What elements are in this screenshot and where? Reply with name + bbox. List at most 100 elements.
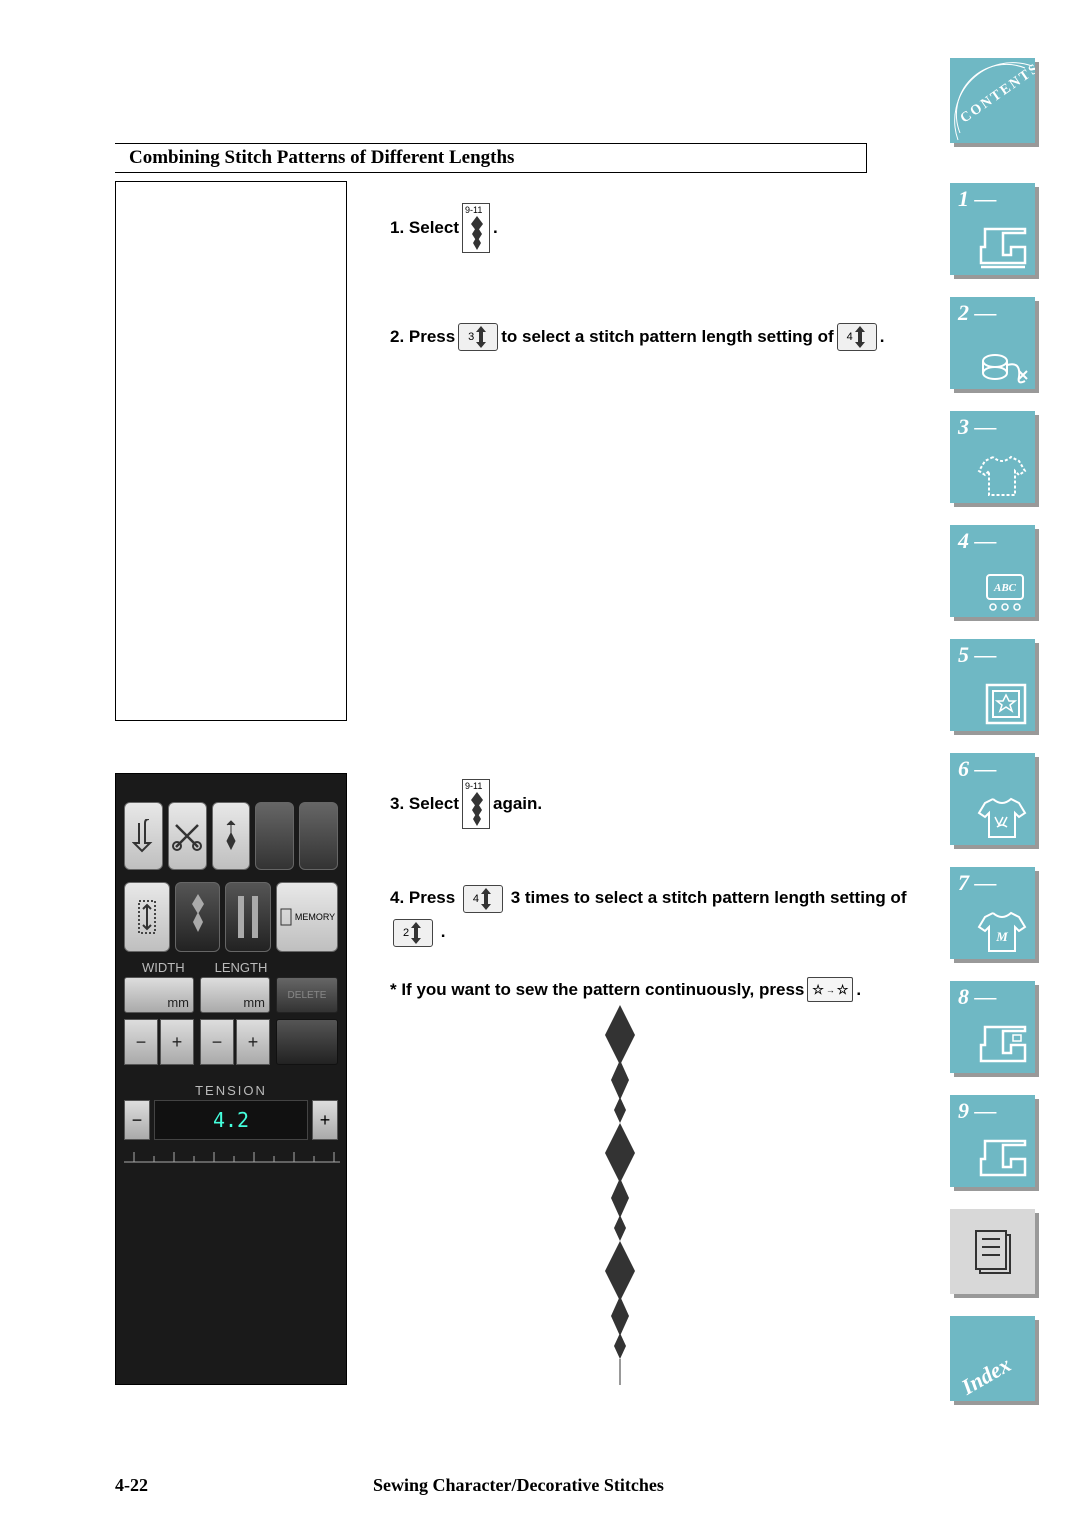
svg-text:M: M <box>995 929 1008 944</box>
updown-arrow-icon <box>479 888 493 910</box>
lcd-ls-button[interactable] <box>276 1019 338 1065</box>
stitch-pattern-icon: 9-11 <box>462 779 490 829</box>
step1-text-prefix: 1. Select <box>390 218 459 238</box>
nav-number: 7 — <box>958 870 997 896</box>
pages-icon <box>970 1227 1016 1277</box>
nav-chapter-7-button[interactable]: 7 — M <box>950 867 1035 959</box>
length-setting-4-button: 4 <box>837 323 877 351</box>
machine-program-icon <box>977 1025 1029 1069</box>
lcd-size-button[interactable] <box>124 882 170 952</box>
step1-text-suffix: . <box>493 218 498 238</box>
section-title: Combining Stitch Patterns of Different L… <box>115 143 867 173</box>
nav-chapter-4-button[interactable]: 4 — ABC <box>950 525 1035 617</box>
scissors-icon <box>172 821 202 851</box>
pattern-dark-icon-2 <box>235 892 261 942</box>
lcd-scissors-button[interactable] <box>168 802 207 870</box>
updown-arrow-icon <box>474 326 488 348</box>
chapter-title: Sewing Character/Decorative Stitches <box>373 1475 664 1496</box>
tension-row: − 4.2 + <box>124 1100 338 1140</box>
character-stitch-icon: ABC <box>981 569 1029 613</box>
lcd-dark-button-1[interactable] <box>255 802 294 870</box>
nav-number: 9 — <box>958 1098 997 1124</box>
tension-display: 4.2 <box>154 1100 308 1140</box>
tension-label: TENSION <box>124 1083 338 1098</box>
tension-scale-icon <box>124 1146 340 1166</box>
svg-text:?!: ?! <box>1017 1139 1029 1143</box>
width-adjust: − + <box>124 1019 194 1065</box>
continuous-button-icon: ☆ → ☆ <box>807 977 853 1002</box>
step4-text-prefix: 4. Press <box>390 888 460 907</box>
nav-number: 8 — <box>958 984 997 1010</box>
pattern-dark-icon <box>188 892 208 942</box>
shirt-icon <box>975 453 1029 499</box>
nav-contents-button[interactable]: CONTENTS <box>950 58 1035 143</box>
tension-plus-button[interactable]: + <box>312 1100 338 1140</box>
nav-chapter-5-button[interactable]: 5 — <box>950 639 1035 731</box>
star-icon: ☆ <box>812 982 824 998</box>
single-stitch-icon <box>221 819 241 853</box>
lcd-reverse-button[interactable] <box>124 802 163 870</box>
index-label: Index <box>957 1352 1016 1401</box>
lcd-memory-button[interactable]: MEMORY <box>276 882 338 952</box>
nav-number: 4 — <box>958 528 997 554</box>
stitch-label: 9-11 <box>465 781 482 791</box>
right-nav: CONTENTS 1 — 2 — 3 — 4 — ABC 5 — <box>950 58 1035 1401</box>
nav-number: 3 — <box>958 414 997 440</box>
nav-chapter-3-button[interactable]: 3 — <box>950 411 1035 503</box>
instructions-block-2: 3. Select 9-11 again. 4. Press 4 3 times… <box>390 779 966 1072</box>
nav-chapter-9-button[interactable]: 9 — ?! <box>950 1095 1035 1187</box>
sewing-machine-icon <box>977 227 1029 271</box>
lcd-pm-row: − + − + <box>124 1019 338 1065</box>
width-plus-button[interactable]: + <box>160 1019 194 1065</box>
lcd-pattern-a[interactable] <box>175 882 221 952</box>
lcd-single-button[interactable] <box>212 802 251 870</box>
step4-text-mid: 3 times to select a stitch pattern lengt… <box>511 888 907 907</box>
length-setting-4-button: 4 <box>463 885 503 913</box>
lcd-row-1 <box>124 802 338 870</box>
leaf-stitch-icon <box>469 216 485 250</box>
length-minus-button[interactable]: − <box>200 1019 234 1065</box>
length-label: LENGTH <box>215 960 268 975</box>
length-plus-button[interactable]: + <box>236 1019 270 1065</box>
step3-text-prefix: 3. Select <box>390 794 459 814</box>
shirt-edit-icon <box>975 795 1029 841</box>
lcd-mm-row: mm mm DELETE <box>124 977 338 1013</box>
stitch-label: 9-11 <box>465 205 482 215</box>
memory-icon <box>279 907 293 927</box>
step3-text-suffix: again. <box>493 794 542 814</box>
illustration-box-1 <box>115 181 347 721</box>
nav-number: 1 — <box>958 186 997 212</box>
step4-text-suffix: . <box>441 922 446 941</box>
thread-spool-icon <box>979 341 1029 385</box>
shirt-my-icon: M <box>975 909 1029 955</box>
leaf-stitch-icon <box>469 792 485 826</box>
lcd-row-2: MEMORY <box>124 882 338 952</box>
nav-index-button[interactable]: Index <box>950 1316 1035 1401</box>
nav-chapter-1-button[interactable]: 1 — <box>950 183 1035 275</box>
machine-help-icon: ?! <box>977 1139 1029 1183</box>
step-1: 1. Select 9-11 . <box>390 203 960 253</box>
length-setting-2-button: 2 <box>393 919 433 947</box>
lcd-dark-button-2[interactable] <box>299 802 338 870</box>
width-minus-button[interactable]: − <box>124 1019 158 1065</box>
length-display: mm <box>200 977 270 1013</box>
width-label: WIDTH <box>142 960 185 975</box>
step2-text-suffix: . <box>880 327 885 347</box>
nav-number: 5 — <box>958 642 997 668</box>
nav-appendix-button[interactable] <box>950 1209 1035 1294</box>
delete-button[interactable]: DELETE <box>276 977 338 1013</box>
nav-chapter-8-button[interactable]: 8 — <box>950 981 1035 1073</box>
tension-minus-button[interactable]: − <box>124 1100 150 1140</box>
lcd-pattern-b[interactable] <box>225 882 271 952</box>
nav-chapter-2-button[interactable]: 2 — <box>950 297 1035 389</box>
arrow-icon: → <box>826 985 835 995</box>
main-content: Combining Stitch Patterns of Different L… <box>115 143 867 1385</box>
instructions-block-1: 1. Select 9-11 . 2. Press 3 to select a … <box>390 203 960 421</box>
star-icon: ☆ <box>837 982 849 998</box>
step2-text-prefix: 2. Press <box>390 327 455 347</box>
nav-chapter-6-button[interactable]: 6 — <box>950 753 1035 845</box>
stitch-pattern-icon: 9-11 <box>462 203 490 253</box>
lcd-labels: WIDTH LENGTH <box>124 960 338 977</box>
embroidery-frame-icon <box>983 681 1029 727</box>
note-text-suffix: . <box>856 980 861 1000</box>
